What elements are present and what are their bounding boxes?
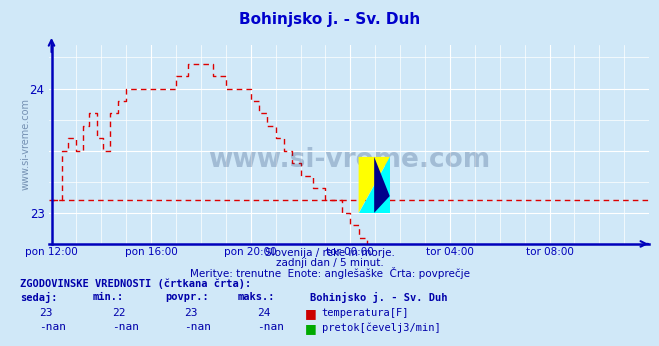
Text: zadnji dan / 5 minut.: zadnji dan / 5 minut.	[275, 258, 384, 268]
Text: ■: ■	[304, 307, 316, 320]
Text: povpr.:: povpr.:	[165, 292, 208, 302]
Text: sedaj:: sedaj:	[20, 292, 57, 303]
Text: -nan: -nan	[40, 322, 67, 333]
Text: -nan: -nan	[112, 322, 139, 333]
Text: ZGODOVINSKE VREDNOSTI (črtkana črta):: ZGODOVINSKE VREDNOSTI (črtkana črta):	[20, 279, 251, 289]
Text: 23: 23	[185, 308, 198, 318]
Text: Slovenija / reke in morje.: Slovenija / reke in morje.	[264, 248, 395, 258]
Polygon shape	[358, 157, 389, 213]
Text: maks.:: maks.:	[237, 292, 275, 302]
Text: ■: ■	[304, 322, 316, 335]
Text: Meritve: trenutne  Enote: anglešaške  Črta: povprečje: Meritve: trenutne Enote: anglešaške Črta…	[190, 267, 469, 279]
Text: 23: 23	[40, 308, 53, 318]
Text: www.si-vreme.com: www.si-vreme.com	[20, 99, 30, 190]
Text: 22: 22	[112, 308, 125, 318]
Text: temperatura[F]: temperatura[F]	[322, 308, 409, 318]
Text: Bohinjsko j. - Sv. Duh: Bohinjsko j. - Sv. Duh	[239, 12, 420, 27]
Text: www.si-vreme.com: www.si-vreme.com	[208, 147, 490, 173]
Polygon shape	[374, 157, 389, 213]
Text: -nan: -nan	[185, 322, 212, 333]
Text: pretok[čevelj3/min]: pretok[čevelj3/min]	[322, 322, 440, 333]
Polygon shape	[358, 157, 389, 213]
Text: Bohinjsko j. - Sv. Duh: Bohinjsko j. - Sv. Duh	[310, 292, 447, 303]
Text: 24: 24	[257, 308, 270, 318]
Text: -nan: -nan	[257, 322, 284, 333]
Text: min.:: min.:	[92, 292, 123, 302]
